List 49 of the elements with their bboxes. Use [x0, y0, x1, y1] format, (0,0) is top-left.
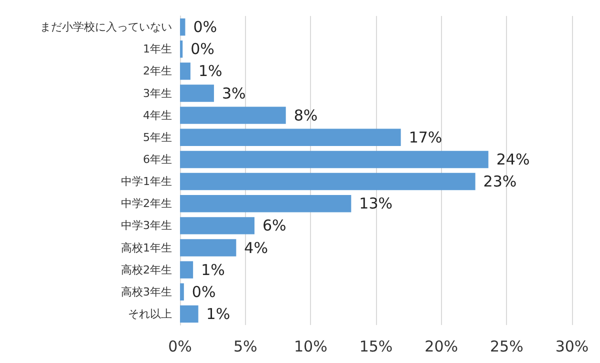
bar — [180, 40, 183, 58]
bar — [180, 18, 186, 36]
y-tick-label: 3年生 — [143, 86, 172, 100]
bar — [180, 128, 401, 146]
data-label: 0% — [190, 40, 214, 58]
y-tick-label: 4年生 — [143, 108, 172, 122]
bar — [180, 239, 236, 256]
y-tick-label: 中学1年生 — [121, 175, 172, 188]
data-label: 1% — [198, 62, 222, 80]
data-label: 17% — [408, 128, 442, 146]
x-tick-label: 15% — [359, 338, 393, 356]
y-tick-label: まだ小学校に入っていない — [40, 20, 172, 34]
data-label: 0% — [193, 18, 218, 36]
y-tick-label: 中学3年生 — [121, 219, 172, 232]
bar — [180, 106, 286, 124]
data-label: 23% — [483, 172, 517, 191]
x-tick-label: 10% — [294, 338, 328, 356]
x-tick-label: 20% — [424, 338, 458, 356]
bar — [180, 261, 194, 278]
data-label: 6% — [262, 216, 286, 235]
bar — [180, 172, 476, 190]
y-tick-label: 5年生 — [143, 130, 172, 144]
bar — [180, 84, 214, 102]
y-tick-label: 高校1年生 — [121, 241, 172, 254]
x-tick-label: 30% — [555, 338, 589, 356]
data-label: 3% — [222, 84, 246, 102]
bar — [180, 62, 190, 80]
x-tick-label: 0% — [168, 338, 192, 356]
data-label: 8% — [294, 106, 318, 124]
y-tick-label: 高校2年生 — [121, 263, 172, 276]
y-tick-label: 2年生 — [143, 64, 172, 78]
y-tick-label: 高校3年生 — [121, 285, 172, 298]
y-tick-label: 中学2年生 — [121, 197, 172, 210]
bar — [180, 217, 254, 234]
data-label: 0% — [192, 282, 216, 301]
y-tick-label: 1年生 — [143, 42, 172, 56]
data-label: 4% — [244, 238, 268, 257]
bar — [180, 283, 184, 300]
x-tick-label: 25% — [490, 338, 524, 356]
data-label: 24% — [496, 150, 530, 168]
bar — [180, 150, 488, 168]
bar — [180, 195, 352, 212]
data-label: 1% — [201, 260, 225, 279]
data-label: 1% — [206, 304, 230, 323]
x-tick-label: 5% — [233, 338, 258, 356]
y-tick-label: 6年生 — [143, 152, 172, 166]
bar — [180, 305, 198, 323]
data-label: 13% — [359, 194, 393, 213]
y-tick-label: それ以上 — [128, 307, 172, 320]
